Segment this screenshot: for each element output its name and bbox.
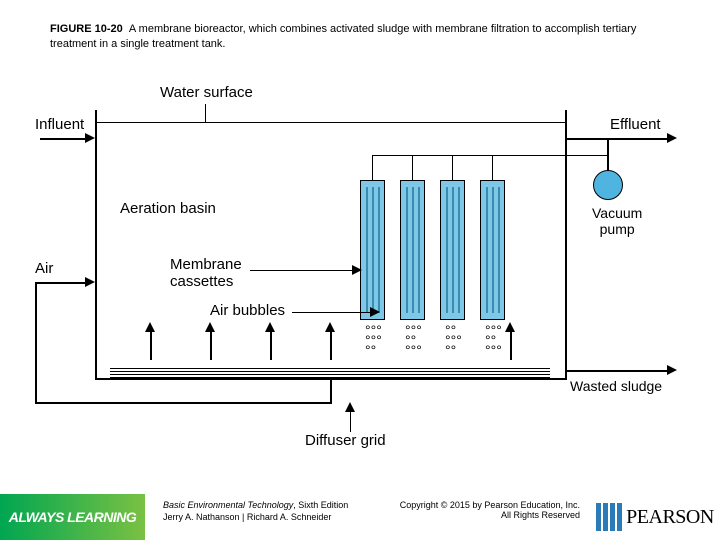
membrane-cassette-2 [400,180,425,320]
membrane-cassette-4 [480,180,505,320]
air-up-5 [510,330,512,360]
vacuum-pump-icon [593,170,623,200]
label-influent: Influent [35,116,84,133]
tank-left-wall [95,110,97,380]
water-surface-pointer [205,104,206,122]
air-up-1 [150,330,152,360]
pearson-text: PEARSON [626,506,714,529]
bioreactor-diagram: Water surface Influent Effluent Vacuum p… [40,70,680,470]
brand-always-learning: ALWAYS LEARNING [0,494,145,540]
label-membrane-cassettes: Membrane cassettes [170,256,242,290]
cassette-riser-1 [372,155,373,180]
figure-number: FIGURE 10-20 [50,23,123,35]
figure-caption-text: A membrane bioreactor, which combines ac… [50,23,636,50]
footer: ALWAYS LEARNING Basic Environmental Tech… [0,494,720,540]
water-surface-line [97,122,565,123]
label-vacuum-pump: Vacuum pump [592,205,642,237]
air-up-3-head [265,322,275,332]
book-info: Basic Environmental Technology, Sixth Ed… [163,500,348,540]
label-effluent: Effluent [610,116,661,133]
bubbles-1: °°°°°°°° [365,325,382,355]
copyright-block: Copyright © 2015 by Pearson Education, I… [400,500,580,540]
figure-caption: FIGURE 10-20 A membrane bioreactor, whic… [50,22,670,52]
cassette-riser-4 [492,155,493,180]
air-pipe-horiz-bottom [35,402,330,404]
diffuser-grid [110,366,550,378]
air-up-2 [210,330,212,360]
diffuser-pointer-head [345,402,355,412]
air-up-5-head [505,322,515,332]
book-title: Basic Environmental Technology [163,500,293,510]
air-arrow-head [85,277,95,287]
label-air-bubbles: Air bubbles [210,302,285,319]
membrane-cassette-1 [360,180,385,320]
air-up-4 [330,330,332,360]
air-up-4-head [325,322,335,332]
membrane-pointer [250,270,358,271]
book-authors: Jerry A. Nathanson | Richard A. Schneide… [163,512,331,522]
pearson-bars-icon [596,503,622,531]
influent-arrow-shaft [40,138,85,140]
label-water-surface: Water surface [160,84,253,101]
bubbles-3: °°°°°°° [445,325,462,355]
tank-right-wall [565,110,567,380]
air-up-3 [270,330,272,360]
label-diffuser-grid: Diffuser grid [305,432,386,449]
air-arrow-shaft [35,282,85,284]
sludge-arrow-head [667,365,677,375]
bubbles-2: °°°°°°°° [405,325,422,355]
effluent-arrow-shaft [567,138,667,140]
book-edition: , Sixth Edition [293,500,348,510]
membrane-cassette-3 [440,180,465,320]
cassette-riser-3 [452,155,453,180]
influent-arrow-head [85,133,95,143]
cassette-riser-2 [412,155,413,180]
copyright-line-1: Copyright © 2015 by Pearson Education, I… [400,500,580,510]
bubbles-4: °°°°°°°° [485,325,502,355]
label-aeration-basin: Aeration basin [120,200,216,217]
label-air: Air [35,260,53,277]
air-up-2-head [205,322,215,332]
copyright-line-2: All Rights Reserved [501,510,580,520]
brand-pearson: PEARSON [590,494,720,540]
header-to-effluent [607,138,608,156]
air-up-1-head [145,322,155,332]
footer-credits: Basic Environmental Technology, Sixth Ed… [145,494,590,540]
cassette-header [372,155,608,156]
air-pipe-into-diffuser [330,380,332,404]
effluent-arrow-head [667,133,677,143]
air-pipe-vert-outer [35,282,37,402]
label-wasted-sludge: Wasted sludge [570,378,662,394]
bubbles-pointer-head [370,307,380,317]
membrane-pointer-head [352,265,362,275]
bubbles-pointer [292,312,372,313]
sludge-arrow-shaft [567,370,667,372]
